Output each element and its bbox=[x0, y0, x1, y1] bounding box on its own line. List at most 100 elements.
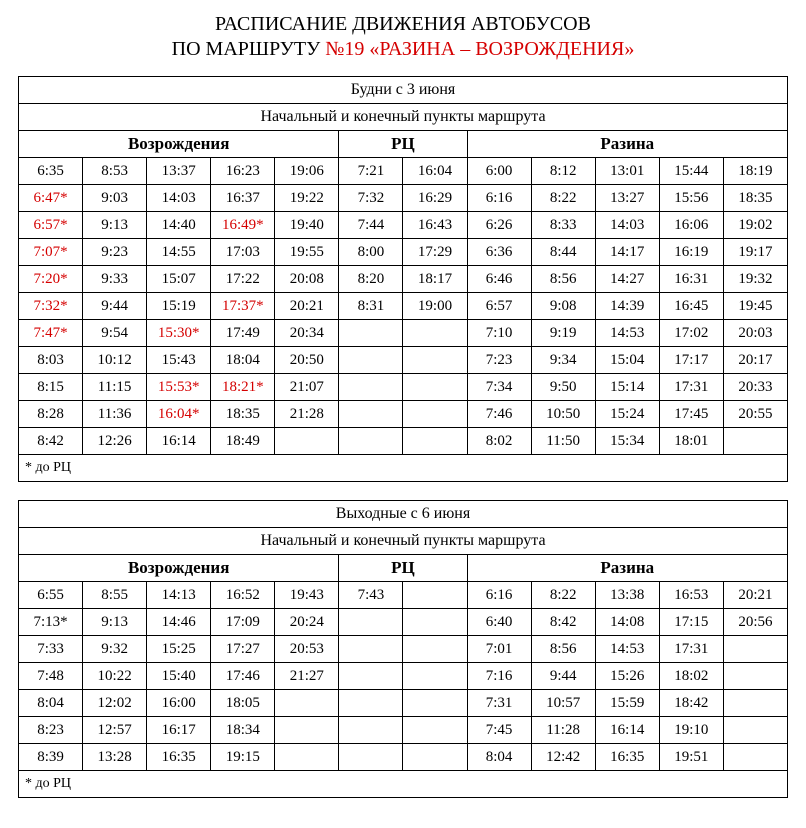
time-cell bbox=[339, 320, 403, 347]
time-cell: 6:16 bbox=[467, 582, 531, 609]
time-cell: 20:34 bbox=[275, 320, 339, 347]
time-cell: 18:17 bbox=[403, 266, 467, 293]
time-cell: 19:15 bbox=[211, 744, 275, 771]
time-cell: 15:19 bbox=[147, 293, 211, 320]
time-cell: 7:33 bbox=[19, 636, 83, 663]
time-cell: 19:51 bbox=[659, 744, 723, 771]
time-cell: 18:21* bbox=[211, 374, 275, 401]
time-cell bbox=[403, 582, 467, 609]
time-cell: 14:53 bbox=[595, 320, 659, 347]
time-cell: 14:39 bbox=[595, 293, 659, 320]
time-cell: 9:13 bbox=[83, 212, 147, 239]
route-points-header: Начальный и конечный пункты маршрута bbox=[19, 528, 788, 555]
time-cell: 8:12 bbox=[531, 158, 595, 185]
time-cell: 7:43 bbox=[339, 582, 403, 609]
time-cell: 6:16 bbox=[467, 185, 531, 212]
time-cell: 8:33 bbox=[531, 212, 595, 239]
time-cell: 9:34 bbox=[531, 347, 595, 374]
time-cell bbox=[723, 636, 787, 663]
time-cell: 18:35 bbox=[723, 185, 787, 212]
time-cell: 13:37 bbox=[147, 158, 211, 185]
time-cell: 7:13* bbox=[19, 609, 83, 636]
time-cell bbox=[275, 690, 339, 717]
time-cell: 20:03 bbox=[723, 320, 787, 347]
time-cell bbox=[403, 717, 467, 744]
time-cell: 14:27 bbox=[595, 266, 659, 293]
time-cell bbox=[339, 717, 403, 744]
time-cell: 15:26 bbox=[595, 663, 659, 690]
time-cell: 7:07* bbox=[19, 239, 83, 266]
page-title: РАСПИСАНИЕ ДВИЖЕНИЯ АВТОБУСОВ ПО МАРШРУТ… bbox=[18, 12, 788, 62]
time-cell: 7:44 bbox=[339, 212, 403, 239]
time-cell: 6:57* bbox=[19, 212, 83, 239]
time-cell: 9:13 bbox=[83, 609, 147, 636]
time-cell: 18:04 bbox=[211, 347, 275, 374]
time-cell: 7:48 bbox=[19, 663, 83, 690]
time-cell: 8:42 bbox=[19, 428, 83, 455]
time-cell: 15:25 bbox=[147, 636, 211, 663]
time-cell: 16:45 bbox=[659, 293, 723, 320]
time-cell: 7:21 bbox=[339, 158, 403, 185]
time-cell: 19:45 bbox=[723, 293, 787, 320]
col-vozrozhdenia: Возрождения bbox=[19, 555, 339, 582]
time-cell: 10:22 bbox=[83, 663, 147, 690]
time-cell: 16:23 bbox=[211, 158, 275, 185]
route-name: №19 «РАЗИНА – ВОЗРОЖДЕНИЯ» bbox=[325, 38, 634, 60]
table-row: 7:4810:2215:4017:4621:277:169:4415:2618:… bbox=[19, 663, 788, 690]
time-cell: 17:03 bbox=[211, 239, 275, 266]
time-cell: 13:28 bbox=[83, 744, 147, 771]
time-cell: 16:14 bbox=[595, 717, 659, 744]
time-cell: 9:32 bbox=[83, 636, 147, 663]
time-cell: 20:56 bbox=[723, 609, 787, 636]
time-cell: 18:42 bbox=[659, 690, 723, 717]
time-cell: 19:00 bbox=[403, 293, 467, 320]
footnote: * до РЦ bbox=[19, 455, 788, 482]
time-cell: 16:06 bbox=[659, 212, 723, 239]
time-cell: 17:45 bbox=[659, 401, 723, 428]
time-cell: 20:17 bbox=[723, 347, 787, 374]
time-cell: 8:55 bbox=[83, 582, 147, 609]
time-cell: 20:33 bbox=[723, 374, 787, 401]
time-cell: 15:07 bbox=[147, 266, 211, 293]
time-cell: 10:57 bbox=[531, 690, 595, 717]
time-cell: 19:43 bbox=[275, 582, 339, 609]
time-cell bbox=[403, 374, 467, 401]
time-cell bbox=[339, 744, 403, 771]
time-cell bbox=[723, 690, 787, 717]
time-cell bbox=[403, 320, 467, 347]
time-cell: 7:31 bbox=[467, 690, 531, 717]
time-cell: 9:44 bbox=[531, 663, 595, 690]
route-points-header: Начальный и конечный пункты маршрута bbox=[19, 104, 788, 131]
table-row: 8:0310:1215:4318:0420:507:239:3415:0417:… bbox=[19, 347, 788, 374]
time-cell: 17:31 bbox=[659, 374, 723, 401]
time-cell: 7:10 bbox=[467, 320, 531, 347]
time-cell bbox=[403, 663, 467, 690]
time-cell: 19:22 bbox=[275, 185, 339, 212]
time-cell: 20:53 bbox=[275, 636, 339, 663]
time-cell bbox=[339, 347, 403, 374]
time-cell: 15:40 bbox=[147, 663, 211, 690]
table-row: 6:558:5514:1316:5219:437:436:168:2213:38… bbox=[19, 582, 788, 609]
time-cell: 6:40 bbox=[467, 609, 531, 636]
time-cell: 6:35 bbox=[19, 158, 83, 185]
time-cell bbox=[403, 609, 467, 636]
time-cell: 14:40 bbox=[147, 212, 211, 239]
time-cell: 19:55 bbox=[275, 239, 339, 266]
time-cell: 21:28 bbox=[275, 401, 339, 428]
time-cell: 8:42 bbox=[531, 609, 595, 636]
time-cell: 8:31 bbox=[339, 293, 403, 320]
time-cell bbox=[403, 401, 467, 428]
time-cell bbox=[339, 374, 403, 401]
time-cell: 7:16 bbox=[467, 663, 531, 690]
time-cell: 8:00 bbox=[339, 239, 403, 266]
time-cell: 9:23 bbox=[83, 239, 147, 266]
time-cell: 8:15 bbox=[19, 374, 83, 401]
time-cell: 11:50 bbox=[531, 428, 595, 455]
time-cell: 14:03 bbox=[595, 212, 659, 239]
time-cell: 6:00 bbox=[467, 158, 531, 185]
weekday-caption: Будни с 3 июня bbox=[19, 77, 788, 104]
time-cell: 14:46 bbox=[147, 609, 211, 636]
time-cell: 20:50 bbox=[275, 347, 339, 374]
time-cell: 16:04 bbox=[403, 158, 467, 185]
time-cell bbox=[403, 428, 467, 455]
